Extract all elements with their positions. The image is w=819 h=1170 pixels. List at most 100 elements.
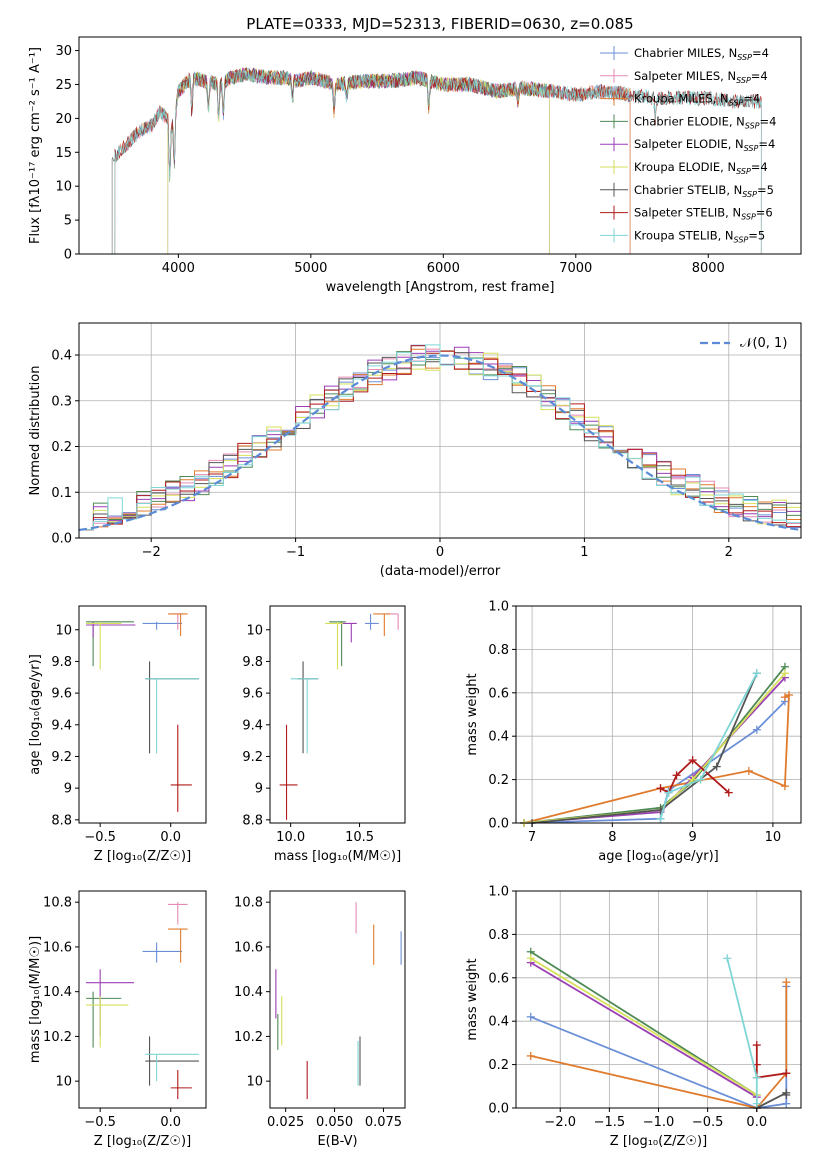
legend-label-sub: SSP xyxy=(736,167,751,176)
spectrum-marks xyxy=(111,67,762,255)
residuals-panel: −2 −1 0 1 2 0.0 0.1 0.2 0.3 0.4 (data-model)/error… xyxy=(28,322,802,579)
y-tick-label: 0.2 xyxy=(488,773,509,788)
series-line xyxy=(755,1045,787,1079)
series-line xyxy=(523,666,786,824)
axes-frame xyxy=(269,605,406,824)
y-tick-label: 0.3 xyxy=(51,394,72,409)
x-tick-label: 7000 xyxy=(559,261,592,276)
x-tick-label: 5000 xyxy=(294,261,327,276)
massweight_vs_Z-frame: −2.0 −1.5 −1.0 −0.5 0.0 0.0 0.2 0.4 0.6 0.8 1.0 Z [… xyxy=(465,885,802,1149)
y-tick-label: 9.4 xyxy=(51,718,72,733)
legend-label-sub: SSP xyxy=(729,99,744,108)
legend-label-suffix: =4 xyxy=(758,137,775,151)
y-axis-label: Flux [fλ10⁻¹⁷ erg cm⁻² s⁻¹ A⁻¹] xyxy=(28,47,43,244)
y-tick-label: 5 xyxy=(64,214,72,229)
y-tick-label: 1.0 xyxy=(488,885,509,900)
legend-label-sub: SSP xyxy=(736,76,751,85)
y-tick-label: 10.8 xyxy=(234,896,263,911)
legend-label: Salpeter MILES, NSSP=4 xyxy=(634,69,768,85)
legend-label-text: Salpeter STELIB, N xyxy=(634,206,741,220)
massweight_vs_age-marks xyxy=(520,662,793,827)
massweight_vs_Z-panel: −2.0 −1.5 −1.0 −0.5 0.0 0.0 0.2 0.4 0.6 0.8 1.0 Z [… xyxy=(465,885,802,1149)
legend-label: Kroupa ELODIE, NSSP=4 xyxy=(634,160,768,176)
x-tick-label: 8000 xyxy=(692,261,725,276)
legend-label-sub: SSP xyxy=(734,235,749,244)
y-axis-label: mass weight xyxy=(465,958,480,1040)
y-tick-label: 10 xyxy=(55,1075,72,1090)
mass_vs_ebv-frame: 0.025 0.050 0.075 10 10.2 10.4 10.6 10.8 E(B-V) xyxy=(234,890,406,1149)
chart-title: PLATE=0333, MJD=52313, FIBERID=0630, z=0… xyxy=(246,15,633,33)
spectrum-line xyxy=(114,68,762,255)
age_vs_Z-frame: −0.5 0.0 8.8 9 9.2 9.4 9.6 9.8 10 Z [log₁₀(Z/Z☉)]… xyxy=(28,605,207,864)
y-tick-label: 10.2 xyxy=(43,1030,72,1045)
x-axis-label: Z [log₁₀(Z/Z☉)] xyxy=(94,1134,191,1149)
legend-label-text: Kroupa STELIB, N xyxy=(634,228,734,242)
y-tick-label: 0.0 xyxy=(488,817,509,832)
axes-frame xyxy=(269,890,406,1109)
x-tick-label: 0.075 xyxy=(365,1115,402,1130)
x-tick-label: 9 xyxy=(688,830,696,845)
x-tick-label: 4000 xyxy=(162,261,195,276)
series-line xyxy=(530,951,758,1096)
x-tick-label: −1 xyxy=(286,545,305,560)
series-line xyxy=(530,957,758,1096)
mass_vs_ebv-panel: 0.025 0.050 0.075 10 10.2 10.4 10.6 10.8 E(B-V) xyxy=(234,890,406,1149)
y-tick-label: 0.4 xyxy=(488,730,509,745)
age_vs_Z-marks xyxy=(86,613,199,812)
y-tick-label: 10.4 xyxy=(43,985,72,1000)
y-tick-label: 10.4 xyxy=(234,985,263,1000)
y-tick-label: 9.8 xyxy=(242,655,263,670)
x-tick-label: 10 xyxy=(765,830,782,845)
legend-label: Chabrier STELIB, NSSP=5 xyxy=(634,183,774,199)
y-tick-label: 0.0 xyxy=(488,1102,509,1117)
legend-label-text: Salpeter MILES, N xyxy=(634,69,736,83)
legend-label-text: Chabrier STELIB, N xyxy=(634,183,742,197)
legend-label-sub: SSP xyxy=(745,121,760,130)
y-axis-label: mass [log₁₀(M/M☉)] xyxy=(28,936,43,1063)
legend-label-text: Kroupa ELODIE, N xyxy=(634,160,736,174)
legend-label-text: Chabrier ELODIE, N xyxy=(634,114,745,128)
x-tick-label: 7 xyxy=(528,830,536,845)
spectrum-line xyxy=(114,68,631,255)
massweight_vs_age-frame: 7 8 9 10 0.0 0.2 0.4 0.6 0.8 1.0 age [log₁₀(age/yr… xyxy=(465,600,802,864)
series-line xyxy=(530,961,758,1098)
axes-frame xyxy=(78,605,207,824)
y-tick-label: 0.8 xyxy=(488,928,509,943)
y-tick-label: 25 xyxy=(55,78,72,93)
mass_vs_Z-panel: −0.5 0.0 10 10.2 10.4 10.6 10.8 Z [log₁₀(Z/Z☉)]… xyxy=(28,890,207,1149)
y-tick-label: 10 xyxy=(55,180,72,195)
x-axis-label: (data-model)/error xyxy=(380,564,501,579)
legend-label-sub: SSP xyxy=(737,53,752,62)
x-tick-label: −0.5 xyxy=(84,1115,116,1130)
y-tick-label: 9.2 xyxy=(242,750,263,765)
axes-frame xyxy=(78,36,802,255)
x-tick-label: 0.0 xyxy=(746,1115,767,1130)
mass_vs_Z-marks xyxy=(86,902,199,1100)
y-axis-label: Normed distribution xyxy=(28,366,43,496)
legend-label: Salpeter ELODIE, NSSP=4 xyxy=(634,137,775,153)
mass_vs_Z-frame: −0.5 0.0 10 10.2 10.4 10.6 10.8 Z [log₁₀(Z/Z☉)]… xyxy=(28,890,207,1149)
y-tick-label: 9 xyxy=(255,782,263,797)
x-axis-label: E(B-V) xyxy=(317,1134,357,1149)
series-line xyxy=(530,982,788,1109)
y-tick-label: 10 xyxy=(246,623,263,638)
x-tick-label: 0.025 xyxy=(267,1115,304,1130)
spectrum-panel: 4000 5000 6000 7000 8000 0 5 10 15 20 25 30 waveleng… xyxy=(28,15,802,295)
x-axis-label: Z [log₁₀(Z/Z☉)] xyxy=(94,849,191,864)
series-line xyxy=(532,672,758,824)
y-tick-label: 9.4 xyxy=(242,718,263,733)
y-tick-label: 9.8 xyxy=(51,655,72,670)
massweight_vs_age-panel: 7 8 9 10 0.0 0.2 0.4 0.6 0.8 1.0 age [log₁₀(age/yr… xyxy=(465,600,802,864)
x-axis-label: age [log₁₀(age/yr)] xyxy=(598,849,719,864)
y-axis-label: age [log₁₀(age/yr)] xyxy=(28,654,43,775)
legend-label-suffix: =4 xyxy=(751,69,768,83)
y-tick-label: 9 xyxy=(64,782,72,797)
legend-label: Chabrier MILES, NSSP=4 xyxy=(634,46,769,62)
spectrum-line xyxy=(111,67,762,255)
x-tick-label: 8 xyxy=(608,830,616,845)
y-tick-label: 0.2 xyxy=(488,1058,509,1073)
y-tick-label: 9.2 xyxy=(51,750,72,765)
x-tick-label: 0.050 xyxy=(316,1115,353,1130)
plots-layer: 4000 5000 6000 7000 8000051015202530waveleng… xyxy=(28,15,802,1149)
